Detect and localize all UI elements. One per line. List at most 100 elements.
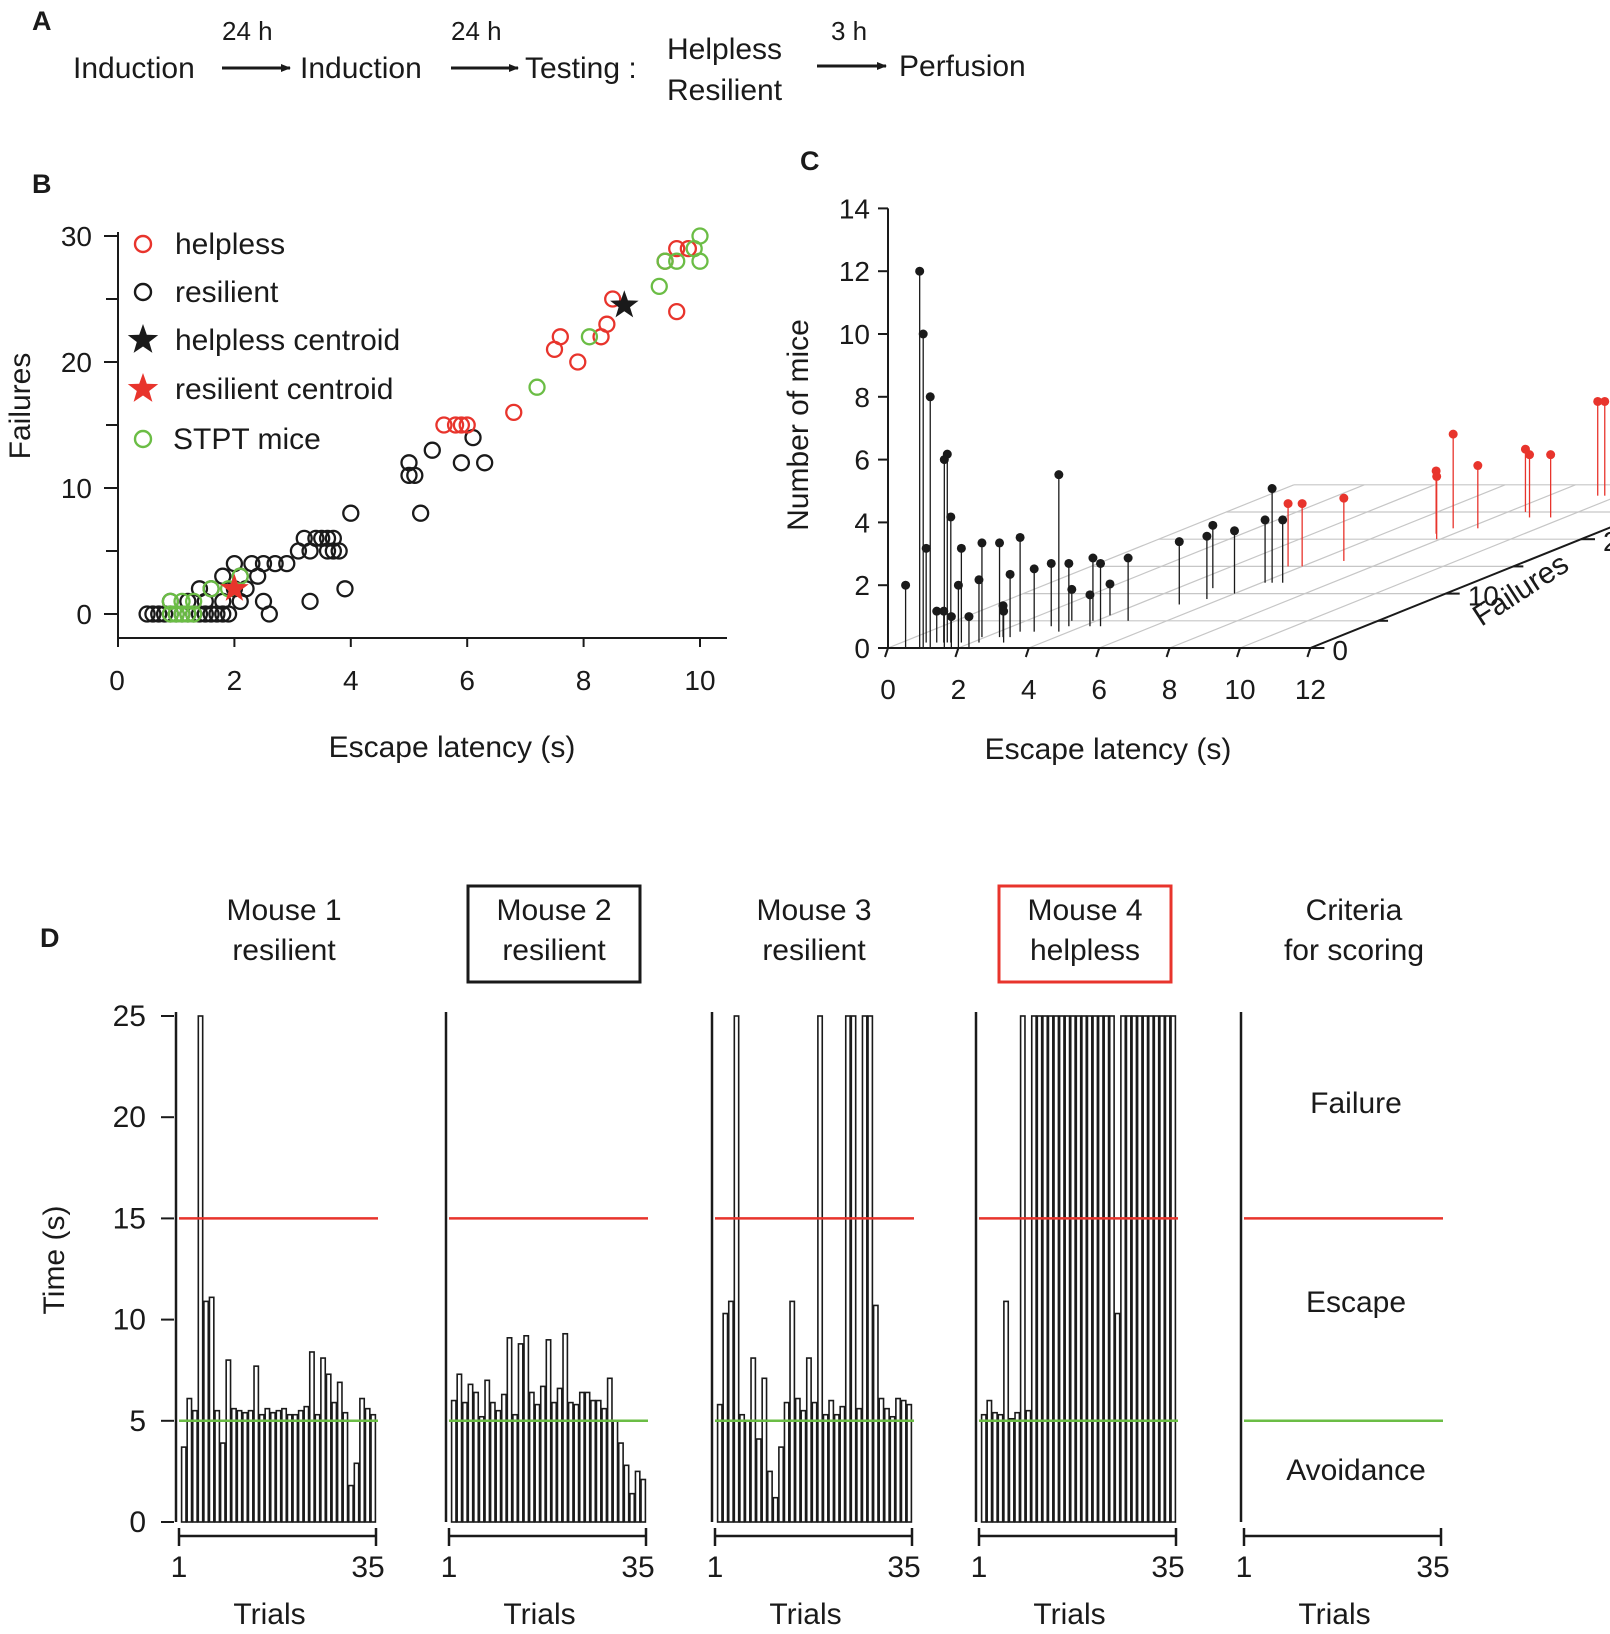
data-point: [604, 290, 622, 308]
trial-bar: [219, 1442, 226, 1523]
data-point: [452, 454, 471, 472]
step-induction-2: Induction: [300, 52, 422, 85]
stem-point: [956, 543, 966, 553]
x-tick-label: 35: [351, 1551, 384, 1584]
trial-bar: [191, 1409, 198, 1523]
z-tick-label: 2: [854, 570, 870, 601]
trial-bar: [197, 1015, 204, 1523]
trial-bar: [247, 1409, 254, 1523]
trial-bar: [772, 1496, 779, 1523]
data-point: [411, 504, 430, 522]
x-tick-label: 1: [171, 1551, 188, 1584]
x-axis-label: Trials: [1033, 1598, 1105, 1631]
trial-bar: [1153, 1015, 1160, 1523]
stem-point: [977, 538, 987, 548]
data-point: [214, 605, 232, 623]
trial-bar: [1019, 1015, 1026, 1523]
legend-label-helpless: helpless: [175, 228, 285, 261]
x-tick-label: 0: [880, 674, 896, 705]
trial-bar: [1086, 1015, 1093, 1523]
data-point: [185, 605, 203, 623]
trial-bar: [512, 1413, 519, 1523]
data-point: [458, 416, 476, 434]
data-point: [551, 328, 569, 346]
panel-d-mice: Mouse 1 resilient 1 35 Trials Mouse 2 resilien…: [161, 884, 1450, 1631]
data-point: [301, 592, 319, 611]
centroid-star: [220, 573, 249, 601]
trial-bar: [286, 1413, 293, 1523]
trial-bar: [980, 1413, 987, 1523]
mouse-subtitle: helpless: [1030, 934, 1140, 967]
trial-bar: [297, 1409, 304, 1523]
trial-bar: [208, 1296, 215, 1523]
trial-bar: [783, 1401, 790, 1523]
trial-bar: [303, 1405, 310, 1523]
trial-bar: [450, 1399, 457, 1523]
trial-bar: [1114, 1312, 1121, 1523]
trial-bar: [755, 1438, 762, 1523]
trial-bar: [822, 1413, 829, 1523]
stem-point: [998, 601, 1008, 611]
data-point: [569, 353, 587, 371]
panel-c-stems: [901, 266, 1610, 648]
trial-bar: [364, 1407, 371, 1523]
stem-point: [1593, 396, 1603, 406]
stem-point: [1088, 553, 1098, 563]
trial-bar: [308, 1351, 315, 1523]
x-tick: [884, 647, 889, 658]
trial-bar: [1097, 1015, 1104, 1523]
trial-bar: [1058, 1015, 1065, 1523]
panel-d-ylabel: Time (s): [38, 1206, 71, 1315]
trial-bar: [640, 1478, 647, 1523]
x-tick-label: 8: [576, 665, 592, 696]
stem-point: [1054, 470, 1064, 480]
data-point: [161, 605, 180, 623]
trial-bar: [900, 1399, 907, 1523]
stem-point: [1546, 450, 1556, 460]
data-point: [336, 580, 354, 598]
mouse-subtitle: for scoring: [1284, 934, 1424, 967]
stem-point: [1339, 493, 1349, 503]
trial-bar: [489, 1401, 496, 1523]
trial-bar: [906, 1403, 913, 1523]
trial-bar: [1069, 1015, 1076, 1523]
trial-bar: [750, 1357, 757, 1523]
trial-bar: [733, 1015, 740, 1523]
y-tick-label: 0: [1332, 635, 1348, 666]
arrow-label-24h-2: 24 h: [451, 16, 502, 46]
trial-bar: [473, 1391, 480, 1523]
zone-label: Avoidance: [1286, 1454, 1426, 1487]
x-tick-label: 1: [441, 1551, 458, 1584]
trial-bar: [264, 1407, 271, 1523]
stem-point: [1015, 532, 1025, 542]
data-point: [254, 554, 273, 573]
data-point: [528, 378, 546, 396]
trial-bar: [867, 1015, 874, 1523]
trial-bar: [856, 1407, 863, 1523]
x-tick-label: 1: [1236, 1551, 1253, 1584]
trial-bar: [523, 1334, 530, 1523]
z-tick-label: 6: [854, 445, 870, 476]
x-tick: [1165, 647, 1171, 658]
trial-bar: [331, 1401, 338, 1523]
panel-c-grid: [878, 207, 1610, 658]
trial-bar: [342, 1411, 349, 1523]
arrow-label-3h: 3 h: [831, 16, 867, 46]
trial-bar: [1025, 1409, 1032, 1523]
data-point: [476, 454, 494, 472]
trial-bar: [794, 1397, 801, 1523]
trial-bar: [556, 1387, 563, 1523]
x-tick-label: 0: [109, 665, 125, 696]
trial-bar: [789, 1300, 796, 1523]
x-tick-label: 6: [459, 665, 475, 696]
trial-bar: [861, 1015, 868, 1523]
stem-point: [925, 392, 935, 402]
panel-a: A Induction 24 h Induction 24 h Testing …: [32, 6, 1026, 107]
data-point: [260, 605, 278, 623]
trial-bar: [1036, 1015, 1043, 1523]
panel-b-scatter: B 0 2 4 6 8 10 0 10 20 30 Escape latency (s) Fail…: [4, 169, 727, 764]
panel-b-label: B: [32, 169, 52, 199]
trial-bar: [850, 1015, 857, 1523]
z-tick-label: 4: [854, 507, 870, 538]
x-tick: [1024, 647, 1030, 658]
